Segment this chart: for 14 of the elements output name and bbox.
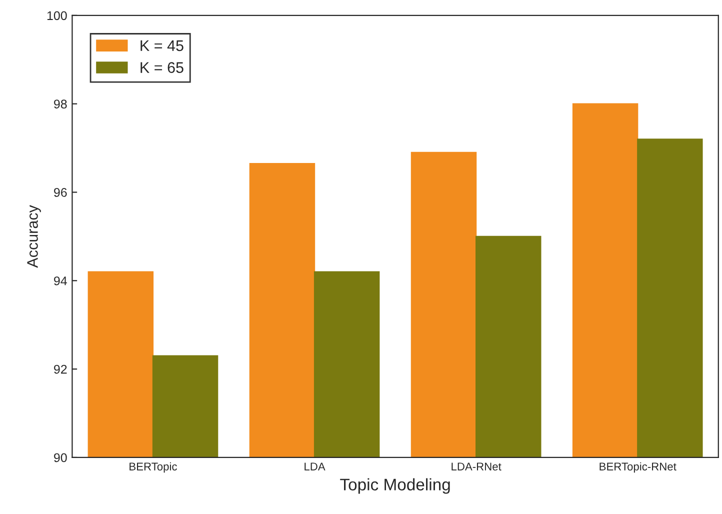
x-tick-label: BERTopic-RNet bbox=[600, 462, 676, 473]
legend-label: K = 65 bbox=[140, 62, 184, 73]
y-tick-label: 98 bbox=[54, 100, 67, 108]
legend-label: K = 45 bbox=[140, 40, 184, 52]
x-tick-label: BERTopic bbox=[130, 462, 177, 473]
x-tick-label: LDA-RNet bbox=[452, 462, 502, 470]
y-tick-label: 94 bbox=[54, 276, 67, 286]
y-axis-title: Accuracy bbox=[27, 205, 41, 268]
x-axis-title: Topic Modeling bbox=[340, 478, 450, 494]
x-tick-label: LDA bbox=[304, 462, 326, 470]
y-tick-label: 90 bbox=[54, 453, 67, 462]
y-tick-label: 100 bbox=[47, 11, 67, 20]
y-tick-label: 96 bbox=[54, 188, 67, 197]
y-tick-label: 92 bbox=[54, 364, 67, 374]
